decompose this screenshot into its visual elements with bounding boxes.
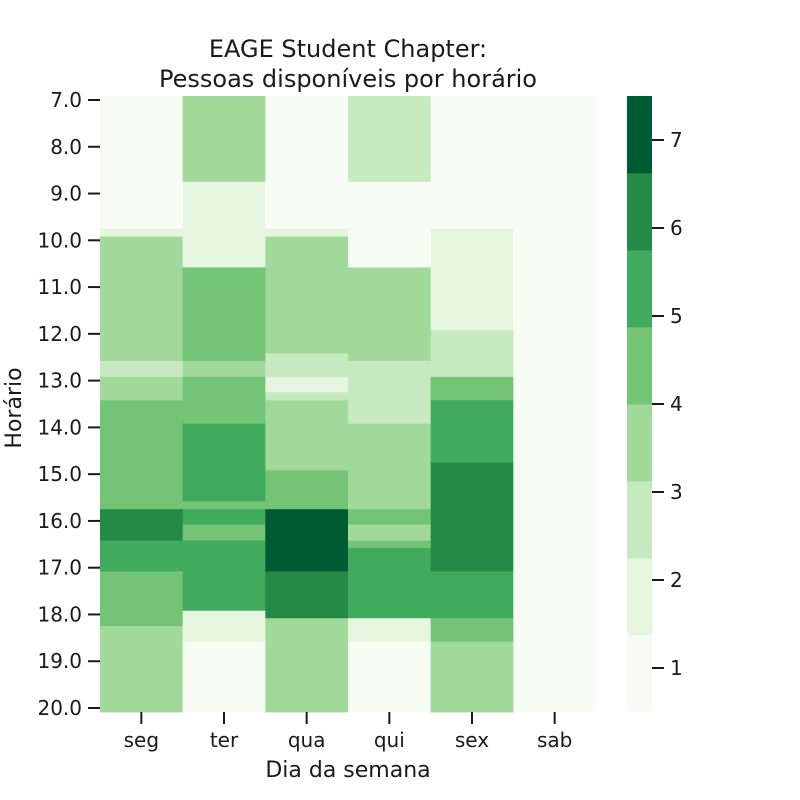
heatmap-cells — [100, 96, 597, 713]
heatmap-cell-ter-0 — [182, 96, 266, 183]
colorbar-tick-label: 7 — [670, 128, 683, 152]
x-tick-label: ter — [210, 728, 239, 752]
colorbar-segment — [627, 327, 652, 405]
heatmap-cell-ter-2 — [182, 267, 266, 362]
heatmap-cell-sex-3 — [430, 376, 514, 401]
heatmap-cell-sex-4 — [430, 400, 514, 463]
heatmap-cell-sex-6 — [430, 571, 514, 619]
colorbar-tick-label: 1 — [670, 656, 683, 680]
y-tick-label: 12.0 — [37, 322, 82, 346]
heatmap-cell-qua-3 — [265, 353, 349, 378]
heatmap-cell-seg-7 — [100, 540, 184, 572]
y-axis-label: Horário — [2, 367, 27, 448]
y-tick-label: 10.0 — [37, 228, 82, 252]
heatmap-cell-ter-5 — [182, 423, 266, 502]
heatmap-cell-qui-6 — [348, 524, 432, 541]
y-tick-label: 8.0 — [50, 135, 82, 159]
y-tick-label: 17.0 — [37, 556, 82, 580]
x-axis: seg ter qua qui sex sab — [124, 712, 572, 752]
chart-title-line-2: Pessoas disponíveis por horário — [159, 65, 537, 93]
heatmap-cell-qui-10 — [348, 641, 432, 713]
heatmap-cell-ter-9 — [182, 540, 266, 612]
x-axis-label: Dia da semana — [265, 758, 430, 783]
x-tick-label: qui — [374, 728, 405, 752]
colorbar-segment — [627, 481, 652, 559]
colorbar: 1 2 3 4 5 6 7 — [627, 96, 683, 713]
colorbar-segment — [627, 635, 652, 713]
heatmap-cell-seg-9 — [100, 626, 184, 713]
heatmap-cell-seg-4 — [100, 376, 184, 401]
heatmap-cell-ter-8 — [182, 524, 266, 541]
y-tick-label: 9.0 — [50, 182, 82, 206]
colorbar-segment — [627, 173, 652, 251]
heatmap-cell-ter-1 — [182, 181, 266, 268]
heatmap-cell-sex-7 — [430, 618, 514, 642]
y-tick-label: 15.0 — [37, 462, 82, 486]
y-tick-label: 18.0 — [37, 602, 82, 626]
heatmap-cell-seg-2 — [100, 236, 184, 362]
heatmap-cell-qui-4 — [348, 423, 432, 510]
heatmap-cell-qui-1 — [348, 181, 432, 268]
heatmap-cell-qui-9 — [348, 618, 432, 642]
heatmap-cell-qui-3 — [348, 360, 432, 425]
colorbar-tick-label: 4 — [670, 392, 683, 416]
heatmap-cell-qua-4 — [265, 376, 349, 393]
heatmap-cell-ter-6 — [182, 501, 266, 510]
heatmap-cell-qua-6 — [265, 400, 349, 471]
heatmap-cell-seg-5 — [100, 400, 184, 510]
x-tick-label: seg — [124, 728, 159, 752]
heatmap-cell-seg-8 — [100, 571, 184, 627]
x-tick-label: sex — [455, 728, 489, 752]
y-tick-label: 13.0 — [37, 369, 82, 393]
heatmap-cell-qua-0 — [265, 96, 349, 230]
colorbar-segment — [627, 404, 652, 482]
heatmap-cell-ter-3 — [182, 360, 266, 378]
x-tick-label: sab — [537, 728, 572, 752]
heatmap-cell-seg-0 — [100, 96, 184, 230]
colorbar-tick-label: 6 — [670, 216, 683, 240]
heatmap-cell-seg-3 — [100, 360, 184, 378]
colorbar-segment — [627, 558, 652, 636]
heatmap-cell-seg-6 — [100, 509, 184, 541]
heatmap-cell-ter-11 — [182, 641, 266, 713]
y-tick-label: 11.0 — [37, 275, 82, 299]
y-tick-label: 16.0 — [37, 509, 82, 533]
heatmap-cell-qui-5 — [348, 509, 432, 526]
heatmap-cell-sex-0 — [430, 96, 514, 230]
heatmap-cell-sex-5 — [430, 462, 514, 572]
y-axis: 7.0 8.0 9.0 10.0 11.0 12.0 13.0 14.0 15.0 16.0 17.… — [37, 88, 100, 720]
heatmap-cell-qui-2 — [348, 267, 432, 362]
heatmap-cell-sab-0 — [513, 96, 597, 713]
heatmap-cell-qua-5 — [265, 392, 349, 401]
heatmap-cell-ter-4 — [182, 376, 266, 425]
heatmap-cell-qui-7 — [348, 540, 432, 549]
heatmap-cell-ter-7 — [182, 509, 266, 526]
heatmap-cell-sex-2 — [430, 330, 514, 378]
heatmap-cell-qui-8 — [348, 548, 432, 619]
colorbar-tick-label: 2 — [670, 568, 683, 592]
colorbar-segment — [627, 96, 652, 174]
colorbar-tick-label: 5 — [670, 304, 683, 328]
heatmap-cell-qua-8 — [265, 509, 349, 572]
heatmap-cell-qua-10 — [265, 618, 349, 713]
x-tick-label: qua — [288, 728, 326, 752]
y-tick-label: 20.0 — [37, 696, 82, 720]
colorbar-tick-label: 3 — [670, 480, 683, 504]
heatmap-cell-qua-1 — [265, 228, 349, 237]
heatmap-cell-qui-0 — [348, 96, 432, 183]
heatmap-cell-ter-10 — [182, 610, 266, 642]
heatmap-cell-seg-1 — [100, 228, 184, 237]
y-tick-label: 7.0 — [50, 88, 82, 112]
heatmap-cell-qua-9 — [265, 571, 349, 619]
colorbar-segment — [627, 250, 652, 328]
heatmap-cell-sex-1 — [430, 228, 514, 331]
y-tick-label: 19.0 — [37, 649, 82, 673]
heatmap-cell-qua-2 — [265, 236, 349, 354]
heatmap-cell-qua-7 — [265, 470, 349, 510]
chart-title-line-1: EAGE Student Chapter: — [209, 35, 487, 63]
y-tick-label: 14.0 — [37, 415, 82, 439]
heatmap-cell-sex-8 — [430, 641, 514, 713]
